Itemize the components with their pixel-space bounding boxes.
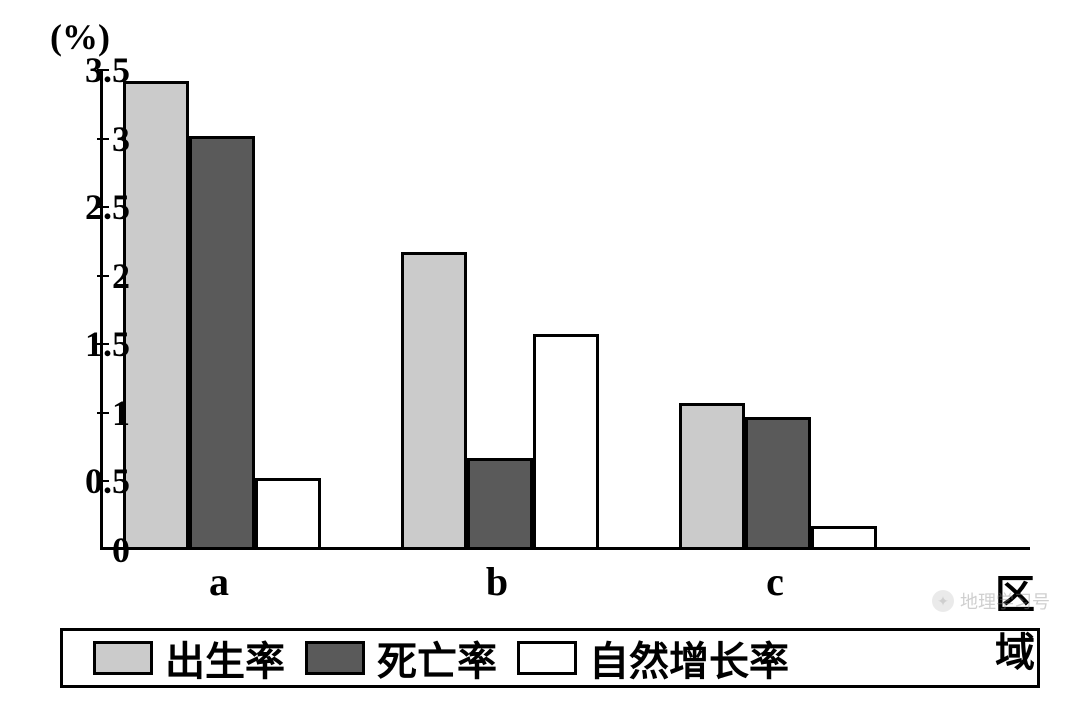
legend-item: 死亡率	[305, 629, 497, 687]
y-tick-mark	[97, 206, 109, 208]
category-label: c	[766, 558, 784, 605]
category-label: b	[486, 558, 508, 605]
y-tick-mark	[97, 275, 109, 277]
bar	[679, 403, 745, 547]
category-label: a	[209, 558, 229, 605]
wechat-icon: ✦	[932, 590, 954, 612]
y-tick-mark	[97, 412, 109, 414]
bar	[401, 252, 467, 547]
legend-item: 自然增长率	[517, 629, 789, 687]
bar	[255, 478, 321, 547]
y-tick-label: 0	[70, 529, 130, 571]
chart-container: (%) 00.511.522.533.5 abc 区域 出生率死亡率自然增长率 …	[10, 10, 1070, 696]
bar	[745, 417, 811, 547]
legend-label: 死亡率	[377, 629, 497, 687]
legend-swatch	[517, 641, 577, 675]
watermark-text: 地理学习号	[960, 588, 1050, 614]
y-tick-mark	[97, 343, 109, 345]
legend-swatch	[305, 641, 365, 675]
legend-label: 出生率	[165, 629, 285, 687]
legend-swatch	[93, 641, 153, 675]
bar	[123, 81, 189, 547]
bar	[811, 526, 877, 547]
y-tick-mark	[97, 69, 109, 71]
legend-label: 自然增长率	[589, 629, 789, 687]
bar	[189, 136, 255, 547]
legend-item: 出生率	[93, 629, 285, 687]
watermark: ✦ 地理学习号	[932, 588, 1050, 614]
bar	[467, 458, 533, 547]
y-tick-mark	[97, 480, 109, 482]
bar	[533, 334, 599, 547]
y-tick-mark	[97, 138, 109, 140]
legend: 出生率 死亡率 自然增长率	[60, 628, 1040, 688]
plot-area	[100, 70, 1030, 550]
